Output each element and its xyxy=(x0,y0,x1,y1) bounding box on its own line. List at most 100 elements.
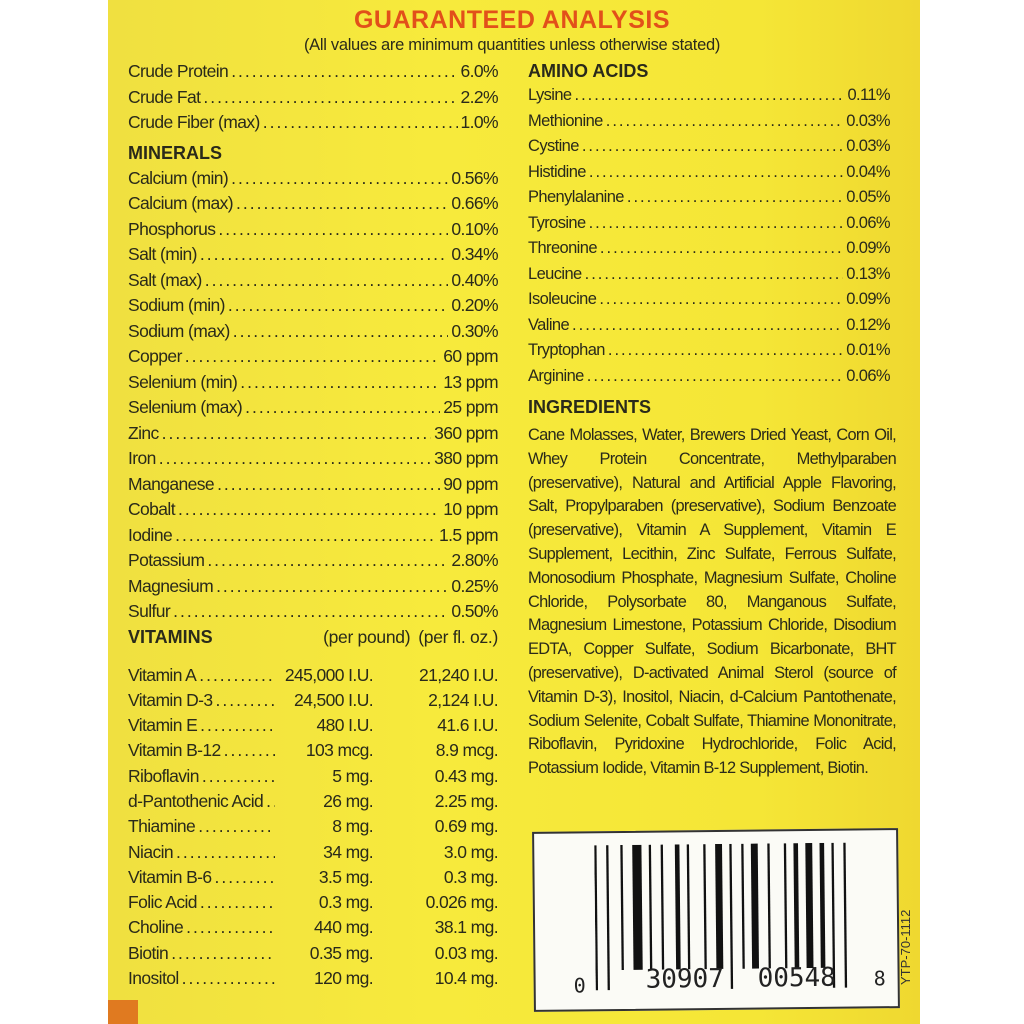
nutrient-value: 0.09% xyxy=(846,290,890,308)
nutrient-name: Sulfur xyxy=(128,601,171,621)
barcode-bar xyxy=(767,843,771,969)
dot-leader xyxy=(574,86,844,105)
mineral-row: Sodium (max) 0.30% xyxy=(128,321,499,347)
barcode-bar xyxy=(686,844,691,970)
vitamin-row: Niacin 34 mg. 3.0 mg. xyxy=(128,841,499,867)
barcode-bar xyxy=(805,842,814,969)
mineral-row: Salt (min) 0.34% xyxy=(128,244,499,270)
nutrient-name: Crude Protein xyxy=(128,61,229,81)
nutrient-value: 0.05% xyxy=(846,188,890,206)
per-floz-value: 2.25 mg. xyxy=(434,790,499,811)
nutrient-value: 360 ppm xyxy=(434,422,499,443)
dot-leader xyxy=(216,690,276,711)
nutrient-value: 0.20% xyxy=(451,295,498,315)
nutrient-name: Salt (max) xyxy=(128,269,202,290)
dot-leader xyxy=(589,214,844,233)
vitamin-row: d-Pantothenic Acid 26 mg. 2.25 mg. xyxy=(128,790,499,816)
ingredients-heading: INGREDIENTS xyxy=(528,397,652,417)
nutrient-name: Phosphorus xyxy=(128,218,216,239)
amino-acid-row: Tryptophan 0.01% xyxy=(528,341,891,367)
nutrient-value: 1.5 ppm xyxy=(438,524,499,545)
per-floz-value: 0.43 mg. xyxy=(434,765,499,786)
vitamin-row: Thiamine 8 mg. 0.69 mg. xyxy=(128,816,499,841)
per-floz-value: 41.6 I.U. xyxy=(437,715,498,736)
dot-leader xyxy=(589,163,843,182)
nutrient-value: 90 ppm xyxy=(443,473,498,494)
nutrient-value: 380 ppm xyxy=(434,448,499,468)
dot-leader xyxy=(587,367,843,386)
dot-leader xyxy=(231,61,457,82)
per-pound-value: 3.5 mg. xyxy=(318,866,374,887)
vitamin-row: Vitamin B-12 103 mcg. 8.9 mcg. xyxy=(128,740,499,765)
nutrient-name: Iron xyxy=(128,448,156,468)
per-pound-header: (per pound) xyxy=(323,626,411,647)
nutrient-value: 1.0% xyxy=(460,112,499,132)
dot-leader xyxy=(608,341,843,360)
per-floz-value: 21,240 I.U. xyxy=(418,664,499,685)
mineral-row: Iron 380 ppm xyxy=(128,448,499,474)
nutrient-name: Manganese xyxy=(128,473,215,494)
per-pound-value: 440 mg. xyxy=(313,917,374,938)
per-pound-value: 24,500 I.U. xyxy=(293,689,374,710)
vitamin-row: Inositol 120 mg. 10.4 mg. xyxy=(128,968,499,993)
barcode-left-digits: 30907 xyxy=(645,963,725,995)
nutrient-value: 0.09% xyxy=(846,239,890,257)
barcode-bar xyxy=(750,843,760,969)
nutrient-value: 0.06% xyxy=(846,213,890,232)
mineral-row: Phosphorus 0.10% xyxy=(128,218,499,245)
dot-leader xyxy=(200,715,275,736)
dot-leader xyxy=(606,112,843,131)
dot-leader xyxy=(215,867,275,888)
amino-acid-row: Cystine 0.03% xyxy=(528,137,891,163)
amino-acid-row: Isoleucine 0.09% xyxy=(528,290,891,316)
vitamin-name: Riboflavin xyxy=(128,765,199,786)
title: GUARANTEED ANALYSIS xyxy=(353,6,671,34)
amino-acid-row: Arginine 0.06% xyxy=(528,367,891,393)
barcode-bar xyxy=(648,844,653,970)
barcode-bar xyxy=(741,843,745,969)
nutrient-value: 0.12% xyxy=(846,315,890,334)
mineral-row: Copper 60 ppm xyxy=(128,346,499,372)
vitamin-row: Riboflavin 5 mg. 0.43 mg. xyxy=(128,765,499,791)
nutrient-name: Calcium (min) xyxy=(128,167,229,188)
nutrient-value: 25 ppm xyxy=(443,397,498,417)
dot-leader xyxy=(176,842,275,863)
amino-acid-row: Leucine 0.13% xyxy=(528,265,891,291)
vitamin-row: Vitamin E 480 I.U. 41.6 I.U. xyxy=(128,715,499,740)
right-column: AMINO ACIDS Lysine0.11%Methionine0.03%Cy… xyxy=(528,61,891,422)
dot-leader xyxy=(233,321,449,342)
dot-leader xyxy=(600,239,843,258)
container-rim xyxy=(108,1000,138,1024)
barcode-bar xyxy=(632,844,643,970)
ingredients-text: Cane Molasses, Water, Brewers Dried Yeas… xyxy=(528,426,897,778)
dot-leader xyxy=(175,525,436,546)
per-floz-value: 0.03 mg. xyxy=(434,942,499,963)
barcode-bar xyxy=(660,844,665,970)
nutrient-value: 13 ppm xyxy=(443,371,498,392)
dot-leader xyxy=(199,665,275,686)
vitamins-heading: VITAMINS xyxy=(128,626,213,647)
minerals-heading: MINERALS xyxy=(128,142,222,163)
subtitle: (All values are minimum quantities unles… xyxy=(303,36,721,54)
nutrient-name: Methionine xyxy=(528,111,603,130)
mineral-row: Zinc 360 ppm xyxy=(128,422,499,449)
nutrient-name: Valine xyxy=(528,315,570,334)
barcode-bar xyxy=(674,844,681,970)
per-floz-value: 3.0 mg. xyxy=(443,841,499,862)
nutrient-name: Crude Fat xyxy=(128,86,201,107)
nutrient-name: Copper xyxy=(128,346,182,366)
dot-leader xyxy=(572,316,843,335)
vitamin-row: Folic Acid 0.3 mg. 0.026 mg. xyxy=(128,892,499,917)
per-pound-value: 34 mg. xyxy=(323,841,374,862)
nutrient-value: 2.80% xyxy=(451,550,498,570)
barcode-bar xyxy=(783,843,788,969)
barcode-bar xyxy=(843,842,848,988)
dot-leader xyxy=(182,968,275,989)
dot-leader xyxy=(173,601,448,622)
nutrient-value: 0.66% xyxy=(451,193,498,213)
per-floz-value: 0.69 mg. xyxy=(434,816,499,837)
nutrient-value: 6.0% xyxy=(460,61,499,81)
nutrient-value: 60 ppm xyxy=(443,346,498,366)
per-floz-value: 38.1 mg. xyxy=(434,917,499,938)
left-column: Crude Protein 6.0% Crude Fat 2.2% Crude Fibe… xyxy=(128,61,499,993)
